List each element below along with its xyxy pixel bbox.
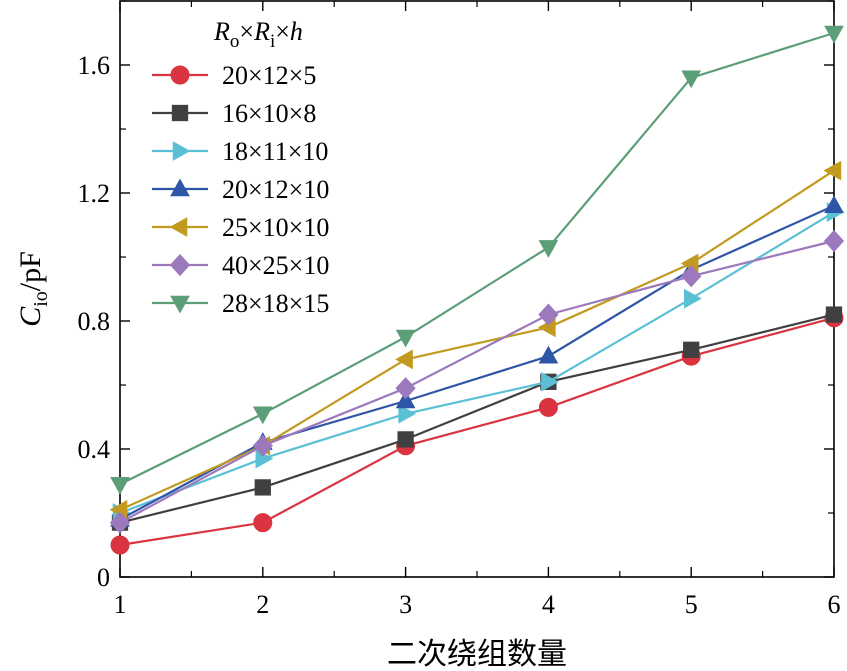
series-line xyxy=(119,31,835,486)
data-point xyxy=(823,160,842,181)
series-28×18×15 xyxy=(110,25,844,495)
data-point xyxy=(110,535,130,555)
legend-label: 16×10×8 xyxy=(222,99,316,128)
x-axis-label: 二次绕组数量 xyxy=(387,638,567,671)
data-point xyxy=(683,288,702,309)
data-point xyxy=(681,265,702,288)
data-point xyxy=(681,70,702,89)
x-tick-label: 2 xyxy=(256,590,269,619)
axis-tick-labels: 1 2 3 4 5 6 0 0.4 0.8 1.2 1.6 xyxy=(78,51,841,619)
series-line xyxy=(119,316,835,547)
y-axis-label-main: C xyxy=(14,306,47,327)
data-point xyxy=(398,403,417,424)
series-16×10×8 xyxy=(111,306,843,531)
legend-item: 20×12×5 xyxy=(152,61,316,90)
legend-label: 18×11×10 xyxy=(222,137,328,166)
data-point xyxy=(395,349,413,370)
y-tick-label: 1.6 xyxy=(78,51,111,80)
y-axis-label-sub: io xyxy=(30,291,52,307)
data-point xyxy=(395,377,416,400)
axis-ticks xyxy=(119,0,835,578)
legend-label: 25×10×10 xyxy=(222,213,329,242)
legend-label: 20×12×10 xyxy=(222,175,329,204)
x-tick-label: 6 xyxy=(828,590,841,619)
legend-marker xyxy=(170,65,190,85)
legend: Ro×Ri×h20×12×516×10×818×11×1020×12×1025×… xyxy=(152,17,329,318)
series-line xyxy=(119,313,835,524)
legend-item: 40×25×10 xyxy=(152,251,329,280)
data-point xyxy=(825,306,843,323)
data-point xyxy=(110,476,130,495)
y-tick-label: 0.8 xyxy=(78,307,111,336)
data-point xyxy=(824,25,844,44)
legend-marker xyxy=(169,253,191,277)
data-point xyxy=(538,397,558,417)
data-point xyxy=(538,303,559,326)
data-point xyxy=(395,390,416,409)
x-tick-label: 3 xyxy=(399,590,412,619)
legend-item: 18×11×10 xyxy=(152,137,328,166)
data-point xyxy=(395,329,416,348)
legend-marker xyxy=(170,178,190,197)
data-point xyxy=(252,406,273,425)
data-point xyxy=(823,229,845,253)
legend-label: 20×12×5 xyxy=(222,61,316,90)
series-line xyxy=(119,239,835,524)
data-point xyxy=(253,513,273,533)
x-tick-label: 4 xyxy=(542,590,555,619)
legend-title-sep: × xyxy=(275,17,290,46)
legend-marker xyxy=(172,141,191,161)
legend-item: 28×18×15 xyxy=(152,289,329,318)
y-tick-label: 1.2 xyxy=(78,179,111,208)
data-point xyxy=(252,434,273,457)
legend-marker xyxy=(170,295,190,314)
series-20×12×10 xyxy=(110,195,844,527)
series-20×12×5 xyxy=(110,308,844,555)
legend-title-letter: R xyxy=(213,17,230,46)
x-tick-label: 5 xyxy=(685,590,698,619)
series-line xyxy=(119,211,835,515)
y-tick-label: 0 xyxy=(97,563,110,592)
legend-label: 28×18×15 xyxy=(222,289,329,318)
y-axis-label-unit: /pF xyxy=(14,251,47,291)
legend-title-subscript: o xyxy=(230,31,240,52)
data-point xyxy=(538,345,559,364)
data-point xyxy=(538,240,559,258)
legend-marker xyxy=(169,217,188,237)
legend-label: 40×25×10 xyxy=(222,251,329,280)
y-axis-label: Cio/pF xyxy=(14,251,52,327)
legend-title-subscript: i xyxy=(270,31,275,52)
data-point xyxy=(109,511,131,534)
series-40×25×10 xyxy=(109,229,845,534)
legend-item: 20×12×10 xyxy=(152,175,329,204)
data-point xyxy=(541,371,559,392)
data-point xyxy=(824,195,844,214)
data-point xyxy=(397,431,414,448)
series-line xyxy=(119,169,835,511)
legend-item: 16×10×8 xyxy=(152,99,316,128)
legend-title: Ro×Ri×h xyxy=(213,17,303,52)
legend-title-letter: h xyxy=(290,17,303,46)
data-point xyxy=(683,341,700,358)
legend-title-sep: × xyxy=(239,17,254,46)
x-tick-label: 1 xyxy=(114,590,127,619)
legend-item: 25×10×10 xyxy=(152,213,329,242)
legend-marker xyxy=(171,104,189,122)
legend-title-letter: R xyxy=(253,17,270,46)
y-tick-label: 0.4 xyxy=(78,435,111,464)
series-layer xyxy=(109,25,845,555)
data-point xyxy=(254,479,271,496)
